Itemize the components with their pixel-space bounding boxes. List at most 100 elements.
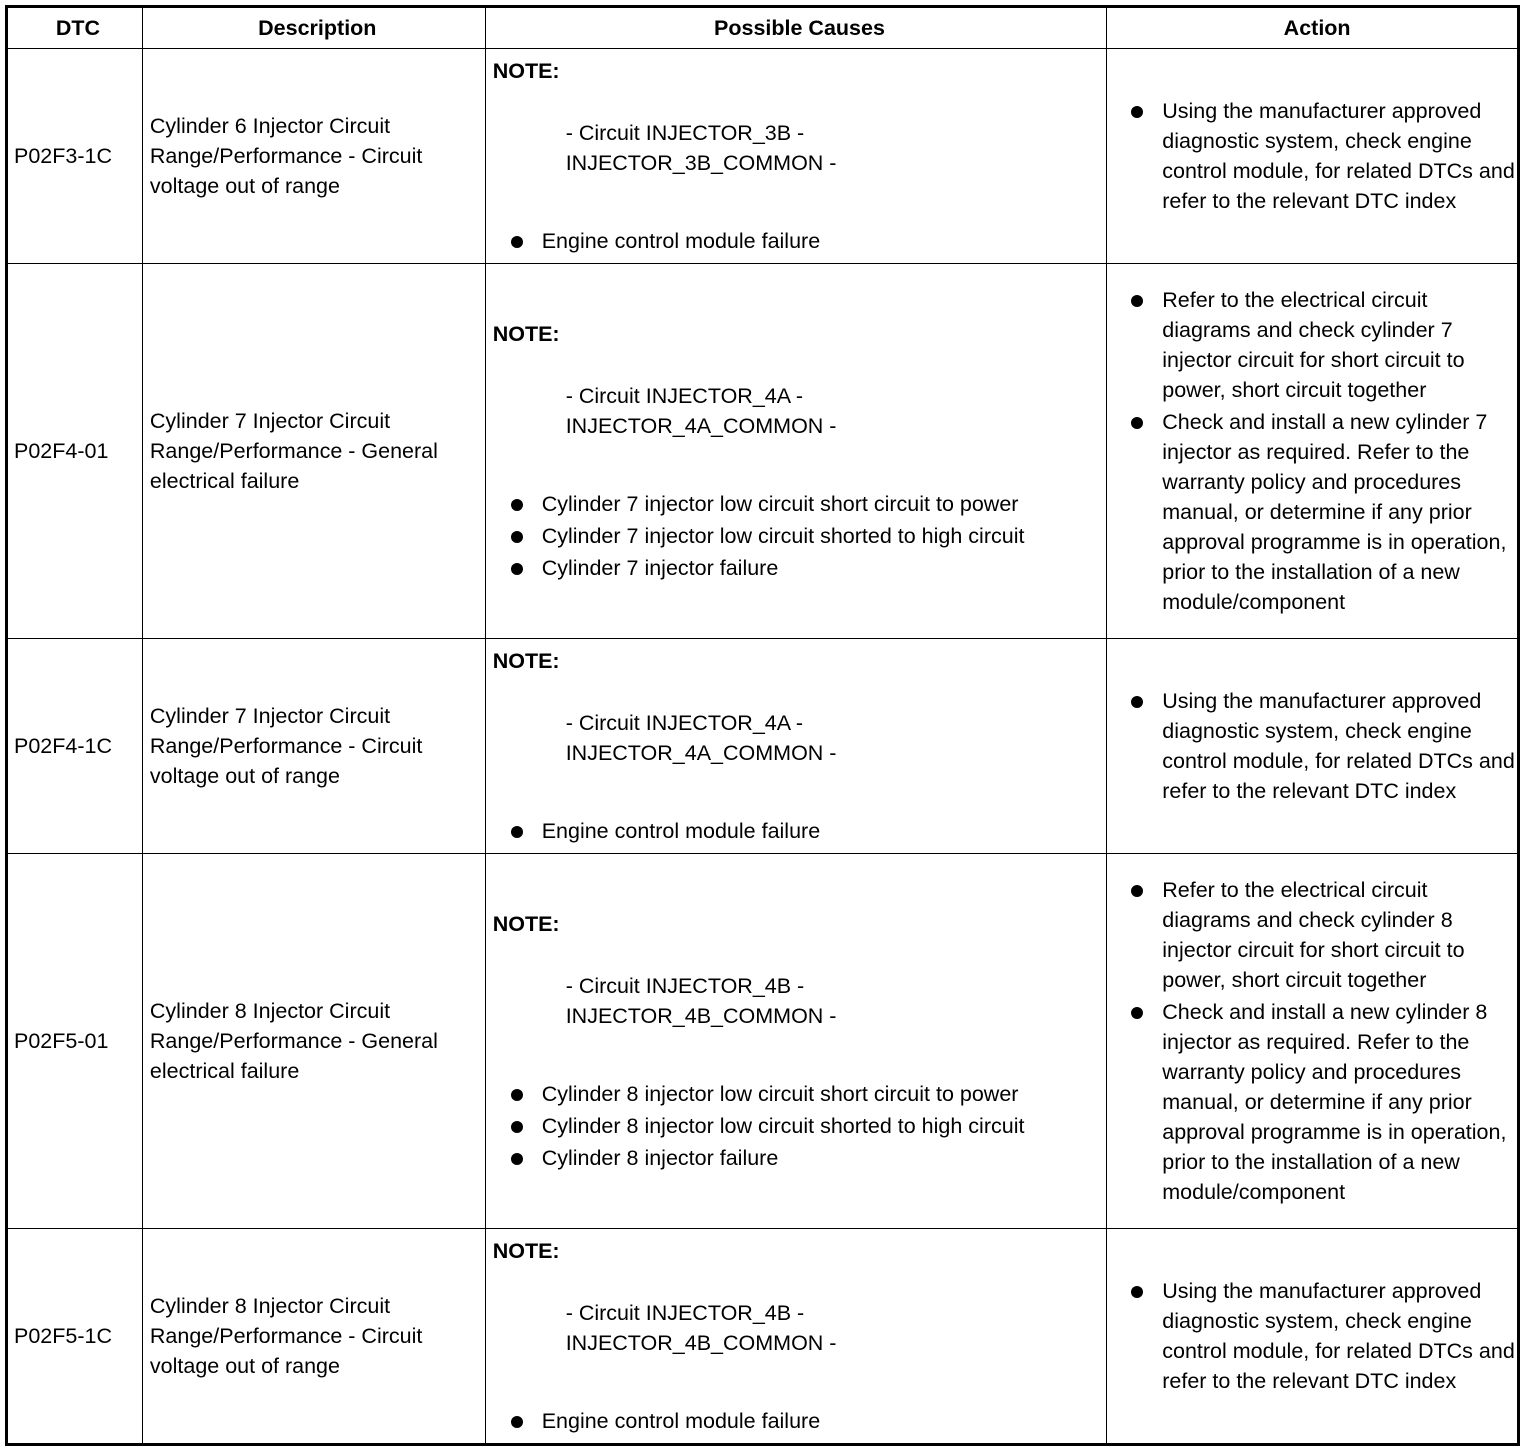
cause-text: Cylinder 7 injector low circuit short ci…: [541, 492, 1019, 516]
bullet-icon: [510, 563, 523, 575]
table-row: P02F4-01 Cylinder 7 Injector Circuit Ran…: [6, 263, 1519, 639]
actions-list: Using the manufacturer approved diagnost…: [1117, 96, 1517, 216]
cause-text: Engine control module failure: [541, 229, 821, 253]
action-text: Refer to the electrical circuit diagrams…: [1162, 878, 1465, 992]
dtc-code: P02F5-1C: [6, 1228, 143, 1445]
dtc-code: P02F4-01: [6, 263, 143, 639]
cause-text: Cylinder 7 injector failure: [541, 556, 779, 580]
header-dtc: DTC: [6, 6, 143, 49]
cause-item: Engine control module failure: [493, 816, 1107, 846]
description: Cylinder 6 Injector Circuit Range/Perfor…: [141, 48, 486, 264]
dtc-code: P02F5-01: [6, 853, 143, 1229]
bullet-icon: [1131, 1286, 1144, 1298]
cause-text: Cylinder 8 injector low circuit shorted …: [541, 1114, 1025, 1138]
possible-causes: NOTE: - Circuit INJECTOR_4A - INJECTOR_4…: [484, 638, 1108, 854]
cause-item: Cylinder 8 injector low circuit short ci…: [493, 1079, 1107, 1109]
note-label: NOTE:: [492, 912, 560, 936]
action-text: Refer to the electrical circuit diagrams…: [1162, 288, 1465, 402]
header-row: DTC Description Possible Causes Action: [6, 6, 1519, 49]
header-description: Description: [141, 6, 486, 49]
circuit-note: - Circuit INJECTOR_4B - INJECTOR_4B_COMM…: [566, 971, 1107, 1031]
bullet-icon: [510, 826, 523, 838]
possible-causes: NOTE: - Circuit INJECTOR_4B - INJECTOR_4…: [484, 1228, 1108, 1445]
action: Using the manufacturer approved diagnost…: [1106, 1228, 1519, 1445]
cause-item: Cylinder 8 injector low circuit shorted …: [493, 1111, 1107, 1141]
possible-causes: NOTE: - Circuit INJECTOR_4B - INJECTOR_4…: [484, 853, 1108, 1229]
bullet-icon: [1131, 295, 1144, 307]
action-item: Using the manufacturer approved diagnost…: [1117, 686, 1517, 806]
action-item: Using the manufacturer approved diagnost…: [1117, 96, 1517, 216]
circuit-line: - Circuit INJECTOR_4B -: [565, 974, 805, 998]
cause-item: Cylinder 7 injector low circuit short ci…: [493, 489, 1107, 519]
cause-text: Cylinder 8 injector failure: [541, 1146, 779, 1170]
circuit-line: INJECTOR_4A_COMMON -: [565, 414, 837, 438]
action-text: Using the manufacturer approved diagnost…: [1162, 99, 1515, 213]
action: Refer to the electrical circuit diagrams…: [1106, 853, 1519, 1229]
action-item: Refer to the electrical circuit diagrams…: [1117, 285, 1517, 405]
action: Using the manufacturer approved diagnost…: [1106, 48, 1519, 264]
bullet-icon: [1131, 106, 1144, 118]
circuit-line: - Circuit INJECTOR_4B -: [565, 1301, 805, 1325]
bullet-icon: [510, 531, 523, 543]
table-row: P02F5-1C Cylinder 8 Injector Circuit Ran…: [6, 1228, 1519, 1445]
dtc-table: DTC Description Possible Causes Action P…: [5, 5, 1520, 1446]
action-text: Check and install a new cylinder 8 injec…: [1162, 1000, 1507, 1204]
description: Cylinder 8 Injector Circuit Range/Perfor…: [141, 853, 486, 1229]
circuit-note: - Circuit INJECTOR_3B - INJECTOR_3B_COMM…: [566, 118, 1107, 178]
bullet-icon: [510, 236, 523, 248]
action-item: Check and install a new cylinder 8 injec…: [1117, 997, 1517, 1207]
note-label: NOTE:: [492, 59, 560, 83]
circuit-line: INJECTOR_4B_COMMON -: [565, 1004, 837, 1028]
action-item: Using the manufacturer approved diagnost…: [1117, 1276, 1517, 1396]
action-item: Refer to the electrical circuit diagrams…: [1117, 875, 1517, 995]
cause-text: Engine control module failure: [541, 1409, 821, 1433]
bullet-icon: [1131, 1007, 1144, 1019]
action-text: Check and install a new cylinder 7 injec…: [1162, 410, 1507, 614]
circuit-note: - Circuit INJECTOR_4A - INJECTOR_4A_COMM…: [566, 381, 1107, 441]
causes-list: Cylinder 8 injector low circuit short ci…: [493, 1079, 1107, 1173]
circuit-line: INJECTOR_4A_COMMON -: [565, 741, 837, 765]
actions-list: Using the manufacturer approved diagnost…: [1117, 1276, 1517, 1396]
cause-item: Cylinder 7 injector low circuit shorted …: [493, 521, 1107, 551]
circuit-line: - Circuit INJECTOR_4A -: [565, 711, 804, 735]
action-text: Using the manufacturer approved diagnost…: [1162, 1279, 1515, 1393]
bullet-icon: [1131, 696, 1144, 708]
description: Cylinder 7 Injector Circuit Range/Perfor…: [141, 638, 486, 854]
description: Cylinder 7 Injector Circuit Range/Perfor…: [141, 263, 486, 639]
action: Refer to the electrical circuit diagrams…: [1106, 263, 1519, 639]
action: Using the manufacturer approved diagnost…: [1106, 638, 1519, 854]
possible-causes: NOTE: - Circuit INJECTOR_4A - INJECTOR_4…: [484, 263, 1108, 639]
bullet-icon: [1131, 417, 1144, 429]
table-row: P02F5-01 Cylinder 8 Injector Circuit Ran…: [6, 853, 1519, 1229]
causes-list: Engine control module failure: [493, 226, 1107, 256]
header-action: Action: [1106, 6, 1519, 49]
circuit-note: - Circuit INJECTOR_4B - INJECTOR_4B_COMM…: [566, 1298, 1107, 1358]
circuit-note: - Circuit INJECTOR_4A - INJECTOR_4A_COMM…: [566, 708, 1107, 768]
note-label: NOTE:: [492, 322, 560, 346]
action-text: Using the manufacturer approved diagnost…: [1162, 689, 1515, 803]
possible-causes: NOTE: - Circuit INJECTOR_3B - INJECTOR_3…: [484, 48, 1108, 264]
description: Cylinder 8 Injector Circuit Range/Perfor…: [141, 1228, 486, 1445]
circuit-line: INJECTOR_4B_COMMON -: [565, 1331, 837, 1355]
cause-item: Cylinder 7 injector failure: [493, 553, 1107, 583]
dtc-code: P02F4-1C: [6, 638, 143, 854]
causes-list: Engine control module failure: [493, 1406, 1107, 1436]
bullet-icon: [510, 1153, 523, 1165]
bullet-icon: [510, 1416, 523, 1428]
bullet-icon: [510, 1089, 523, 1101]
cause-item: Cylinder 8 injector failure: [493, 1143, 1107, 1173]
action-item: Check and install a new cylinder 7 injec…: [1117, 407, 1517, 617]
header-possible-causes: Possible Causes: [484, 6, 1108, 49]
table-row: P02F4-1C Cylinder 7 Injector Circuit Ran…: [6, 638, 1519, 854]
dtc-code: P02F3-1C: [6, 48, 143, 264]
bullet-icon: [510, 499, 523, 511]
cause-text: Engine control module failure: [541, 819, 821, 843]
bullet-icon: [1131, 885, 1144, 897]
circuit-line: INJECTOR_3B_COMMON -: [565, 151, 837, 175]
actions-list: Refer to the electrical circuit diagrams…: [1117, 875, 1517, 1207]
circuit-line: - Circuit INJECTOR_4A -: [565, 384, 804, 408]
cause-text: Cylinder 7 injector low circuit shorted …: [541, 524, 1025, 548]
cause-item: Engine control module failure: [493, 1406, 1107, 1436]
actions-list: Refer to the electrical circuit diagrams…: [1117, 285, 1517, 617]
cause-item: Engine control module failure: [493, 226, 1107, 256]
